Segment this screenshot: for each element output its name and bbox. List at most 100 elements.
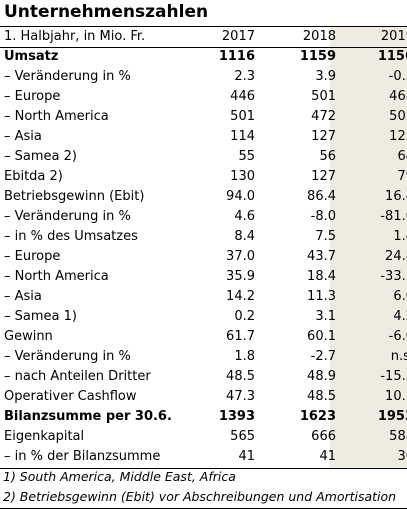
cell-value: 130 bbox=[230, 169, 255, 184]
row-label: Gewinn bbox=[4, 329, 53, 344]
table-title: Unternehmenszahlen bbox=[4, 2, 209, 22]
highlight-column-2019 bbox=[330, 27, 407, 469]
cell-value: 24.8 bbox=[385, 249, 407, 264]
cell-value: -0.3 bbox=[388, 69, 407, 84]
footnote: 2) Betriebsgewinn (Ebit) vor Abschreibun… bbox=[3, 489, 397, 504]
cell-value: 11.3 bbox=[307, 289, 336, 304]
header-year: 2019 bbox=[380, 29, 407, 44]
cell-value: 472 bbox=[311, 109, 336, 124]
cell-value: 1623 bbox=[299, 409, 336, 424]
cell-value: 1159 bbox=[299, 49, 336, 64]
header-label: 1. Halbjahr, in Mio. Fr. bbox=[4, 29, 146, 44]
table-row: – North America 35.9 18.4 -33.1 bbox=[0, 267, 407, 287]
header-rule bbox=[0, 47, 407, 48]
row-label: – Veränderung in % bbox=[4, 69, 131, 84]
cell-value: 501 bbox=[230, 109, 255, 124]
cell-value: 1393 bbox=[218, 409, 255, 424]
cell-value: 41 bbox=[238, 449, 255, 464]
cell-value: 127 bbox=[311, 129, 336, 144]
cell-value: 3.1 bbox=[315, 309, 336, 324]
table-row: – Asia 114 127 125 bbox=[0, 127, 407, 147]
cell-value: 6.0 bbox=[393, 289, 407, 304]
cell-value: 48.5 bbox=[226, 369, 255, 384]
cell-value: 86.4 bbox=[307, 189, 336, 204]
row-label: – Europe bbox=[4, 89, 61, 104]
table-row: – Samea 1) 0.2 3.1 4.2 bbox=[0, 307, 407, 327]
cell-value: 2.3 bbox=[234, 69, 255, 84]
table-row: – Veränderung in % 4.6 -8.0 -81.0 bbox=[0, 207, 407, 227]
cell-value: 0.2 bbox=[234, 309, 255, 324]
table-row: – in % der Bilanzsumme 41 41 30 bbox=[0, 447, 407, 467]
table-row: – North America 501 472 503 bbox=[0, 107, 407, 127]
row-label: – Asia bbox=[4, 129, 42, 144]
table-row: – Asia 14.2 11.3 6.0 bbox=[0, 287, 407, 307]
header-row: 1. Halbjahr, in Mio. Fr. 2017 2018 2019 bbox=[0, 27, 407, 47]
cell-value: 41 bbox=[319, 449, 336, 464]
row-label: Betriebsgewinn (Ebit) bbox=[4, 189, 145, 204]
cell-value: 1116 bbox=[218, 49, 255, 64]
table-row: – Europe 37.0 43.7 24.8 bbox=[0, 247, 407, 267]
cell-value: 114 bbox=[230, 129, 255, 144]
footnote: 1) South America, Middle East, Africa bbox=[3, 469, 236, 484]
table-row: Operativer Cashflow 47.3 48.5 10.1 bbox=[0, 387, 407, 407]
cell-value: 1156 bbox=[377, 49, 407, 64]
row-label: – North America bbox=[4, 269, 109, 284]
row-label: – in % des Umsatzes bbox=[4, 229, 138, 244]
cell-value: 47.3 bbox=[226, 389, 255, 404]
cell-value: 125 bbox=[389, 129, 407, 144]
cell-value: -8.0 bbox=[310, 209, 336, 224]
cell-value: -2.7 bbox=[310, 349, 336, 364]
cell-value: 468 bbox=[389, 89, 407, 104]
cell-value: 48.5 bbox=[307, 389, 336, 404]
row-label: – in % der Bilanzsumme bbox=[4, 449, 161, 464]
cell-value: -6.0 bbox=[388, 329, 407, 344]
table-bottom-rule bbox=[0, 468, 407, 469]
header-year: 2017 bbox=[221, 29, 255, 44]
table-row: – in % des Umsatzes 8.4 7.5 1.4 bbox=[0, 227, 407, 247]
cell-value: 61.7 bbox=[226, 329, 255, 344]
cell-value: 8.4 bbox=[234, 229, 255, 244]
cell-value: 14.2 bbox=[226, 289, 255, 304]
cell-value: 1.4 bbox=[393, 229, 407, 244]
cell-value: 43.7 bbox=[307, 249, 336, 264]
table-row: Ebitda 2) 130 127 79 bbox=[0, 167, 407, 187]
cell-value: 4.6 bbox=[234, 209, 255, 224]
cell-value: 588 bbox=[389, 429, 407, 444]
cell-value: 127 bbox=[311, 169, 336, 184]
cell-value: 94.0 bbox=[226, 189, 255, 204]
cell-value: 4.2 bbox=[393, 309, 407, 324]
cell-value: 30 bbox=[397, 449, 407, 464]
cell-value: 666 bbox=[311, 429, 336, 444]
row-label: – Asia bbox=[4, 289, 42, 304]
row-label: – North America bbox=[4, 109, 109, 124]
cell-value: 56 bbox=[319, 149, 336, 164]
cell-value: 18.4 bbox=[307, 269, 336, 284]
table-row: Eigenkapital 565 666 588 bbox=[0, 427, 407, 447]
table-row: – Samea 2) 55 56 64 bbox=[0, 147, 407, 167]
cell-value: 446 bbox=[230, 89, 255, 104]
table-row: Bilanzsumme per 30.6. 1393 1623 1953 bbox=[0, 407, 407, 427]
top-rule bbox=[0, 26, 407, 27]
table-row: – Veränderung in % 2.3 3.9 -0.3 bbox=[0, 67, 407, 87]
cell-value: 37.0 bbox=[226, 249, 255, 264]
cell-value: n.s. bbox=[390, 349, 407, 364]
cell-value: 55 bbox=[238, 149, 255, 164]
cell-value: 48.9 bbox=[307, 369, 336, 384]
row-label: Eigenkapital bbox=[4, 429, 85, 444]
row-label: Bilanzsumme per 30.6. bbox=[4, 409, 172, 424]
header-year: 2018 bbox=[302, 29, 336, 44]
cell-value: 7.5 bbox=[315, 229, 336, 244]
cell-value: 1953 bbox=[377, 409, 407, 424]
cell-value: -81.0 bbox=[380, 209, 407, 224]
row-label: Operativer Cashflow bbox=[4, 389, 137, 404]
cell-value: 501 bbox=[311, 89, 336, 104]
cell-value: 503 bbox=[389, 109, 407, 124]
cell-value: -33.1 bbox=[380, 269, 407, 284]
row-label: – Veränderung in % bbox=[4, 349, 131, 364]
table-row: – Veränderung in % 1.8 -2.7 n.s. bbox=[0, 347, 407, 367]
cell-value: 16.4 bbox=[385, 189, 407, 204]
cell-value: 35.9 bbox=[226, 269, 255, 284]
table-row: Umsatz 1116 1159 1156 bbox=[0, 47, 407, 67]
row-label: – Veränderung in % bbox=[4, 209, 131, 224]
